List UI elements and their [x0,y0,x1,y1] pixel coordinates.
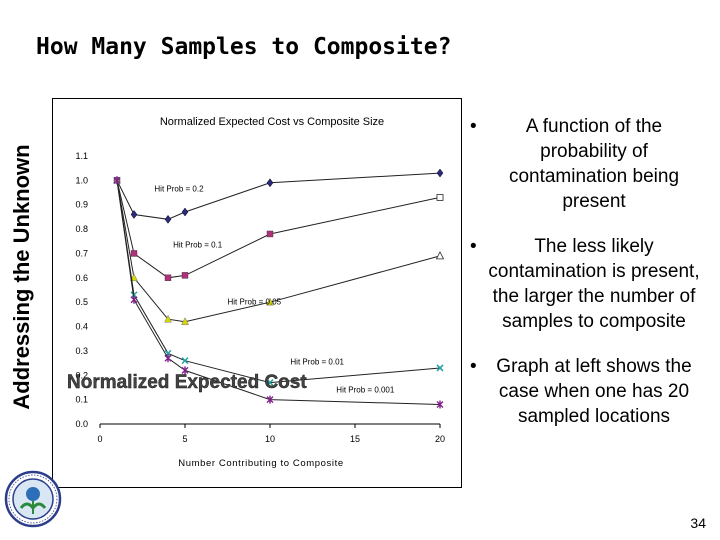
bullet-dot-icon: • [470,116,477,137]
data-point [113,176,121,185]
y-tick-label: 0.3 [75,346,88,356]
bullet-item: • A function of the probability of contam… [470,114,700,214]
bullet-list: • A function of the probability of contam… [470,114,700,449]
series-line [116,180,441,405]
page-number: 34 [690,515,706,531]
y-tick-label: 0.6 [75,273,88,283]
overlay-label: Normalized Expected Cost [67,372,307,393]
bullet-text: The less likely contamination is present… [488,236,700,332]
data-point [181,366,189,375]
data-point [435,250,445,260]
data-point [436,194,444,201]
data-point [436,400,444,409]
x-tick-label: 20 [435,434,445,444]
bullet-item: • Graph at left shows the case when one h… [470,354,700,429]
data-point [164,214,172,224]
data-point [164,274,172,282]
bullet-text: Graph at left shows the case when one ha… [496,356,692,427]
data-point [181,272,189,279]
x-tick-label: 5 [182,434,187,444]
data-point [266,297,274,306]
chart-axes: 0.0 0.1 0.2 0.3 0.4 0.5 0.6 0.7 0.8 0.9 1.0 1.1 0 5 10… [75,151,445,444]
data-point [164,314,172,323]
data-point [130,210,138,219]
series-annotation: Hit Prob = 0.001 [336,385,395,394]
data-point [130,273,138,282]
y-tick-label: 0.2 [75,370,88,380]
series-annotation: Hit Prob = 0.01 [290,357,344,366]
data-point [181,317,189,325]
data-point [266,379,274,387]
y-tick-label: 0.4 [75,322,88,332]
data-point [266,395,274,404]
x-tick-label: 10 [265,434,275,444]
epa-seal-icon [4,470,62,528]
side-title: Addressing the Unknown [0,80,44,475]
side-title-text: Addressing the Unknown [9,144,34,410]
y-tick-label: 0.8 [75,224,88,234]
x-tick-label: 0 [97,434,102,444]
y-tick-label: 1.1 [75,151,88,161]
y-tick-label: 1.0 [75,175,88,185]
series-line [116,180,441,384]
data-point [266,230,274,238]
line-chart: 0.0 0.1 0.2 0.3 0.4 0.5 0.6 0.7 0.8 0.9 1.0 1.1 0 5 10… [52,98,462,488]
series-annotation: Hit Prob = 0.2 [154,184,204,193]
data-point [266,178,274,188]
data-point [436,168,444,178]
y-tick-label: 0.1 [75,395,88,405]
chart-title: Normalized Expected Cost vs Composite Si… [160,116,384,128]
chart-area: 0.0 0.1 0.2 0.3 0.4 0.5 0.6 0.7 0.8 0.9 1.0 1.1 0 5 10… [52,98,462,488]
y-tick-label: 0.9 [75,200,88,210]
bullet-dot-icon: • [470,236,477,257]
chart-series [113,168,445,409]
series-line [116,180,441,323]
y-tick-label: 0.5 [75,297,88,307]
data-point [164,354,172,363]
data-point [130,250,138,257]
y-tick-label: 0.7 [75,248,88,258]
series-annotation: Hit Prob = 0.1 [173,240,223,249]
x-axis-label: Number Contributing to Composite [178,458,343,469]
data-point [181,207,189,217]
y-tick-label: 0.0 [75,419,88,429]
series-annotation: Hit Prob = 0.05 [228,298,282,307]
data-point [181,357,189,365]
data-point [436,364,444,372]
bullet-item: • The less likely contamination is presen… [470,234,700,334]
x-tick-label: 15 [350,434,360,444]
bullet-text: A function of the probability of contami… [508,116,680,212]
series-line [116,172,441,220]
bullet-dot-icon: • [470,356,477,377]
series-line [116,180,441,279]
page-title: How Many Samples to Composite? [36,34,452,60]
chart-annotations: Hit Prob = 0.2 Hit Prob = 0.1 Hit Prob = 0… [154,184,394,394]
data-point [130,295,138,304]
chart-frame [52,98,462,488]
